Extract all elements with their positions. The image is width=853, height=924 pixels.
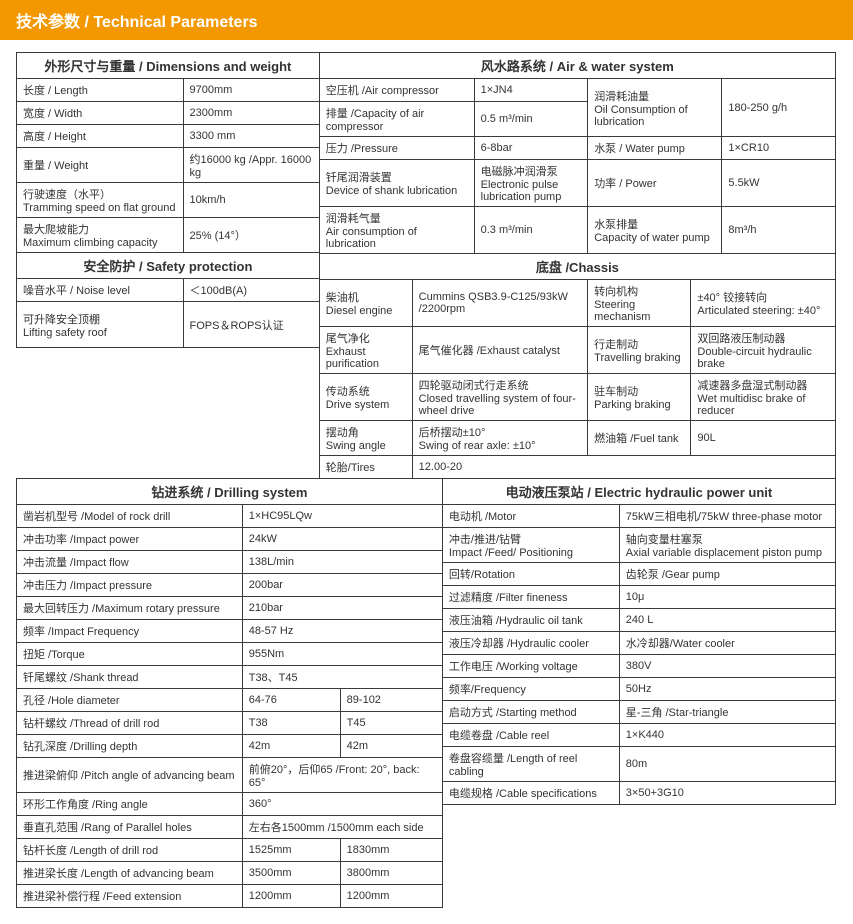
hydr-table: 电动液压泵站 / Electric hydraulic power unit 电… — [442, 478, 836, 805]
chassis-table: 底盘 /Chassis 柴油机 Diesel engineCummins QSB… — [319, 253, 836, 479]
safety-table: 安全防护 / Safety protection 噪音水平 / Noise le… — [16, 252, 320, 348]
air-title: 风水路系统 / Air & water system — [319, 53, 835, 79]
drill-table: 钻进系统 / Drilling system 凿岩机型号 /Model of r… — [16, 478, 443, 908]
dim-table: 外形尺寸与重量 / Dimensions and weight 长度 / Len… — [16, 52, 320, 253]
page-header: 技术参数 / Technical Parameters — [0, 0, 853, 40]
air-table: 风水路系统 / Air & water system 空压机 /Air comp… — [319, 52, 836, 254]
chassis-title: 底盘 /Chassis — [319, 254, 835, 280]
drill-title: 钻进系统 / Drilling system — [17, 479, 443, 505]
hydr-title: 电动液压泵站 / Electric hydraulic power unit — [442, 479, 835, 505]
content: 外形尺寸与重量 / Dimensions and weight 长度 / Len… — [0, 52, 853, 924]
dim-title: 外形尺寸与重量 / Dimensions and weight — [17, 53, 320, 79]
safety-title: 安全防护 / Safety protection — [17, 253, 320, 279]
